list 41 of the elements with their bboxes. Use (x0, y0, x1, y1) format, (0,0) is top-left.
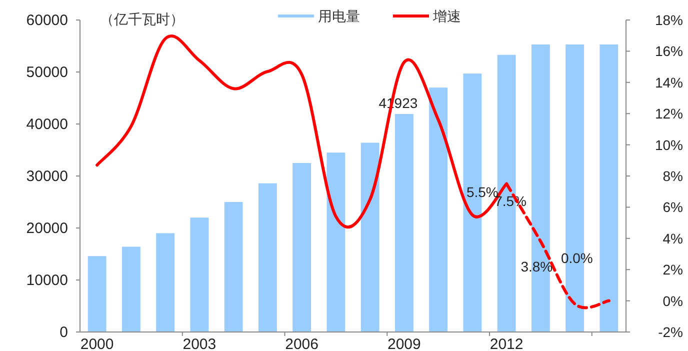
data-label: 0.0% (560, 250, 593, 266)
bar (224, 202, 243, 332)
data-label: 3.8% (520, 258, 553, 275)
y-tick-label: 20000 (26, 220, 68, 237)
legend-label: 增速 (432, 8, 461, 24)
x-tick-label: 2009 (388, 336, 421, 351)
bar (190, 218, 209, 332)
bar (600, 44, 618, 332)
x-tick-label: 2003 (182, 336, 216, 351)
y-tick-label: 40000 (26, 116, 68, 133)
y2-tick-label: 2% (662, 262, 683, 278)
y-tick-label: 60000 (26, 12, 68, 29)
x-tick-label: 2000 (80, 336, 114, 351)
y2-tick-label: 16% (654, 43, 683, 60)
x-tick-label: 2012 (490, 336, 524, 351)
y-tick-label: 10000 (26, 272, 68, 289)
y2-tick-label: 10% (654, 136, 683, 153)
legend-label: 用电量 (318, 8, 360, 24)
y2-tick-label: 14% (654, 74, 683, 90)
y-axis-title: （亿千瓦时） (100, 11, 184, 27)
bar (292, 163, 312, 332)
bar (360, 142, 380, 332)
bar (258, 183, 277, 332)
y-tick-label: 30000 (26, 168, 68, 185)
y2-tick-label: 4% (662, 230, 683, 246)
bar (394, 114, 414, 332)
y2-tick-label: 18% (654, 12, 683, 28)
y2-tick-label: -2% (658, 324, 683, 340)
x-tick-label: 2006 (285, 336, 318, 351)
data-label: 5.5% (466, 184, 498, 200)
bar (429, 88, 448, 332)
bar (88, 256, 106, 332)
bar (156, 233, 175, 332)
y-tick-label: 0 (60, 324, 68, 341)
y2-tick-label: 6% (662, 199, 683, 216)
y2-tick-label: 0% (662, 292, 683, 309)
y-tick-label: 50000 (26, 64, 68, 81)
y2-tick-label: 8% (662, 168, 683, 184)
bar (122, 246, 140, 332)
y2-tick-label: 12% (654, 106, 683, 122)
bar (326, 152, 346, 332)
